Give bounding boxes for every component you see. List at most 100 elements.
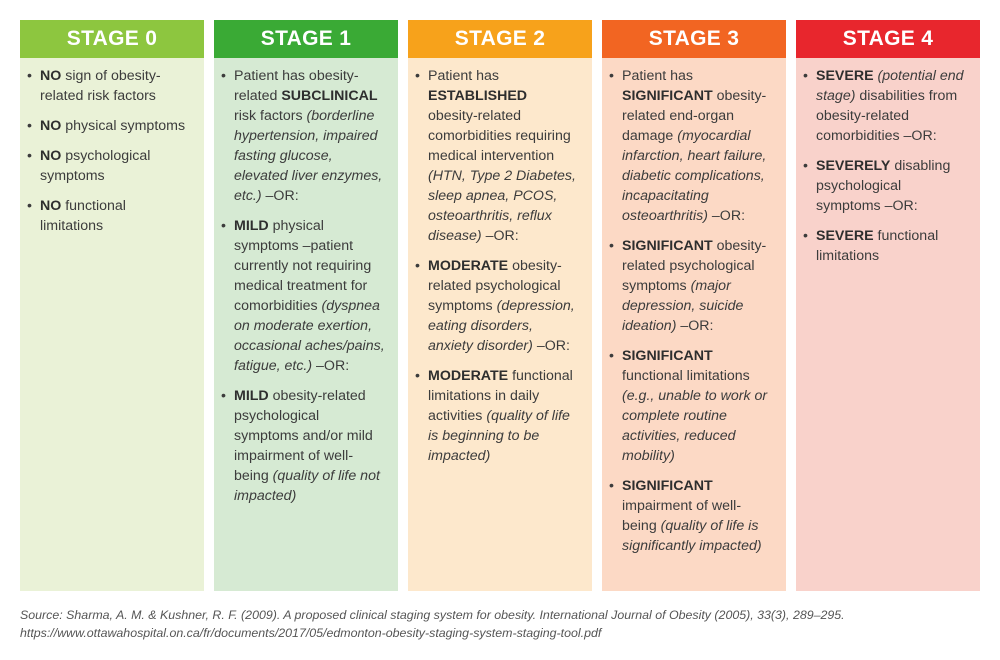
- criterion-text: Patient has obesity-related: [234, 68, 359, 104]
- bullet-icon: •: [803, 228, 808, 244]
- stage-3-criterion: • SIGNIFICANT obesity-related psychologic…: [609, 236, 774, 336]
- source-reference: Source: Sharma, A. M. & Kushner, R. F. (…: [20, 608, 845, 622]
- bullet-icon: •: [803, 158, 808, 174]
- bullet-icon: •: [221, 388, 226, 404]
- criterion-text: –OR:: [707, 208, 746, 224]
- severity-keyword: MODERATE: [428, 258, 509, 274]
- severity-keyword: SUBCLINICAL: [281, 88, 378, 104]
- criterion-examples: (quality of life is beginning to be impa…: [428, 408, 570, 464]
- stage-2-criterion: • MODERATE obesity-related psychological …: [415, 256, 580, 356]
- criterion-text: functional limitations: [816, 228, 939, 264]
- criterion-text: risk factors: [234, 108, 307, 124]
- criterion-text: functional limitations in daily activiti…: [428, 368, 573, 424]
- stage-2-criterion: • MODERATE functional limitations in dail…: [415, 366, 580, 466]
- bullet-icon: •: [609, 348, 614, 364]
- criterion-examples: (HTN, Type 2 Diabetes, sleep apnea, PCOS…: [428, 168, 576, 244]
- criterion-text: Patient has: [428, 68, 499, 84]
- bullet-icon: •: [609, 68, 614, 84]
- criterion-text: –OR:: [481, 228, 519, 244]
- criterion-text: physical symptoms –patient currently not…: [234, 218, 372, 314]
- stage-1-column: STAGE 1 • Patient has obesity-related SUB…: [214, 20, 398, 591]
- stage-3-criterion: • Patient has SIGNIFICANT obesity-related…: [609, 66, 774, 226]
- stage-0-criteria-list: • NO sign of obesity-related risk factors…: [27, 66, 192, 236]
- stage-4-column: STAGE 4 • SEVERE (potential end stage) di…: [796, 20, 980, 591]
- criterion-examples: (depression, eating disorders, anxiety d…: [428, 298, 575, 354]
- stage-2-column: STAGE 2 • Patient has ESTABLISHED obesity…: [408, 20, 592, 591]
- criterion-text: obesity-related comorbidities requiring …: [428, 108, 571, 164]
- criterion-text: –OR:: [261, 188, 299, 204]
- bullet-icon: •: [415, 68, 420, 84]
- severity-keyword: MODERATE: [428, 368, 509, 384]
- stage-1-header: STAGE 1: [214, 20, 398, 58]
- criterion-examples: (potential end stage): [816, 68, 964, 104]
- stage-0-criterion: • NO functional limitations: [27, 196, 192, 236]
- severity-keyword: SIGNIFICANT: [622, 478, 713, 494]
- stage-4-criteria-list: • SEVERE (potential end stage) disabiliti…: [803, 66, 968, 266]
- stage-4-header: STAGE 4: [796, 20, 980, 58]
- bullet-icon: •: [27, 198, 32, 214]
- stage-4-body: • SEVERE (potential end stage) disabiliti…: [796, 58, 980, 591]
- criterion-examples: (quality of life not impacted): [234, 468, 380, 504]
- stage-0-criterion: • NO physical symptoms: [27, 116, 192, 136]
- stage-0-header: STAGE 0: [20, 20, 204, 58]
- stage-2-body: • Patient has ESTABLISHED obesity-related…: [408, 58, 592, 591]
- severity-keyword: SEVERE: [816, 228, 874, 244]
- stage-4-criterion: • SEVERE (potential end stage) disabiliti…: [803, 66, 968, 146]
- criterion-examples: (borderline hypertension, impaired fasti…: [234, 108, 383, 204]
- severity-keyword: MILD: [234, 388, 269, 404]
- criterion-examples: (e.g., unable to work or complete routin…: [622, 388, 768, 464]
- bullet-icon: •: [221, 218, 226, 234]
- source-citation: Source: Sharma, A. M. & Kushner, R. F. (…: [20, 606, 980, 642]
- criterion-text: –OR:: [676, 318, 714, 334]
- stage-4-criterion: • SEVERE functional limitations: [803, 226, 968, 266]
- severity-keyword: NO: [40, 148, 62, 164]
- stage-3-body: • Patient has SIGNIFICANT obesity-related…: [602, 58, 786, 591]
- stage-3-criterion: • SIGNIFICANT impairment of well-being (q…: [609, 476, 774, 556]
- stage-2-header: STAGE 2: [408, 20, 592, 58]
- stage-1-criterion: • MILD obesity-related psychological symp…: [221, 386, 386, 506]
- stages-table: STAGE 0 • NO sign of obesity-related risk…: [20, 20, 980, 591]
- criterion-examples: (major depression, suicide ideation): [622, 278, 744, 334]
- stage-0-body: • NO sign of obesity-related risk factors…: [20, 58, 204, 591]
- stage-3-column: STAGE 3 • Patient has SIGNIFICANT obesity…: [602, 20, 786, 591]
- source-url: https://www.ottawahospital.on.ca/fr/docu…: [20, 626, 602, 640]
- stage-1-criteria-list: • Patient has obesity-related SUBCLINICAL…: [221, 66, 386, 506]
- criterion-examples: (myocardial infarction, heart failure, d…: [622, 128, 767, 224]
- stage-1-criterion: • MILD physical symptoms –patient current…: [221, 216, 386, 376]
- stage-0-criterion: • NO psychological symptoms: [27, 146, 192, 186]
- criterion-text: obesity-related psychological symptoms a…: [234, 388, 373, 484]
- criterion-text: disabilities from obesity-related comorb…: [816, 88, 958, 144]
- criterion-text: –OR:: [532, 338, 570, 354]
- stage-3-header: STAGE 3: [602, 20, 786, 58]
- stage-0-criterion: • NO sign of obesity-related risk factors: [27, 66, 192, 106]
- stage-2-criteria-list: • Patient has ESTABLISHED obesity-related…: [415, 66, 580, 466]
- severity-keyword: NO: [40, 68, 62, 84]
- bullet-icon: •: [221, 68, 226, 84]
- criterion-text: functional limitations: [40, 198, 126, 234]
- stage-2-criterion: • Patient has ESTABLISHED obesity-related…: [415, 66, 580, 246]
- criterion-examples: (dyspnea on moderate exertion, occasiona…: [234, 298, 385, 374]
- criterion-text: impairment of well-being: [622, 498, 742, 534]
- criterion-examples: (quality of life is significantly impact…: [622, 518, 762, 554]
- criterion-text: functional limitations: [622, 368, 750, 384]
- criterion-text: physical symptoms: [61, 118, 186, 134]
- bullet-icon: •: [803, 68, 808, 84]
- bullet-icon: •: [415, 368, 420, 384]
- criterion-text: Patient has: [622, 68, 693, 84]
- stage-3-criteria-list: • Patient has SIGNIFICANT obesity-related…: [609, 66, 774, 556]
- severity-keyword: SEVERE: [816, 68, 874, 84]
- stage-3-criterion: • SIGNIFICANT functional limitations (e.g…: [609, 346, 774, 466]
- stage-4-criterion: • SEVERELY disabling psychological sympto…: [803, 156, 968, 216]
- criterion-text: disabling psychological symptoms –OR:: [816, 158, 951, 214]
- severity-keyword: MILD: [234, 218, 269, 234]
- stage-1-body: • Patient has obesity-related SUBCLINICAL…: [214, 58, 398, 591]
- severity-keyword: SEVERELY: [816, 158, 891, 174]
- criterion-text: sign of obesity-related risk factors: [40, 68, 161, 104]
- stage-1-criterion: • Patient has obesity-related SUBCLINICAL…: [221, 66, 386, 206]
- severity-keyword: NO: [40, 118, 62, 134]
- bullet-icon: •: [27, 68, 32, 84]
- severity-keyword: ESTABLISHED: [428, 88, 528, 104]
- criterion-text: obesity-related psychological symptoms: [428, 258, 562, 314]
- criterion-text: –OR:: [312, 358, 350, 374]
- bullet-icon: •: [27, 118, 32, 134]
